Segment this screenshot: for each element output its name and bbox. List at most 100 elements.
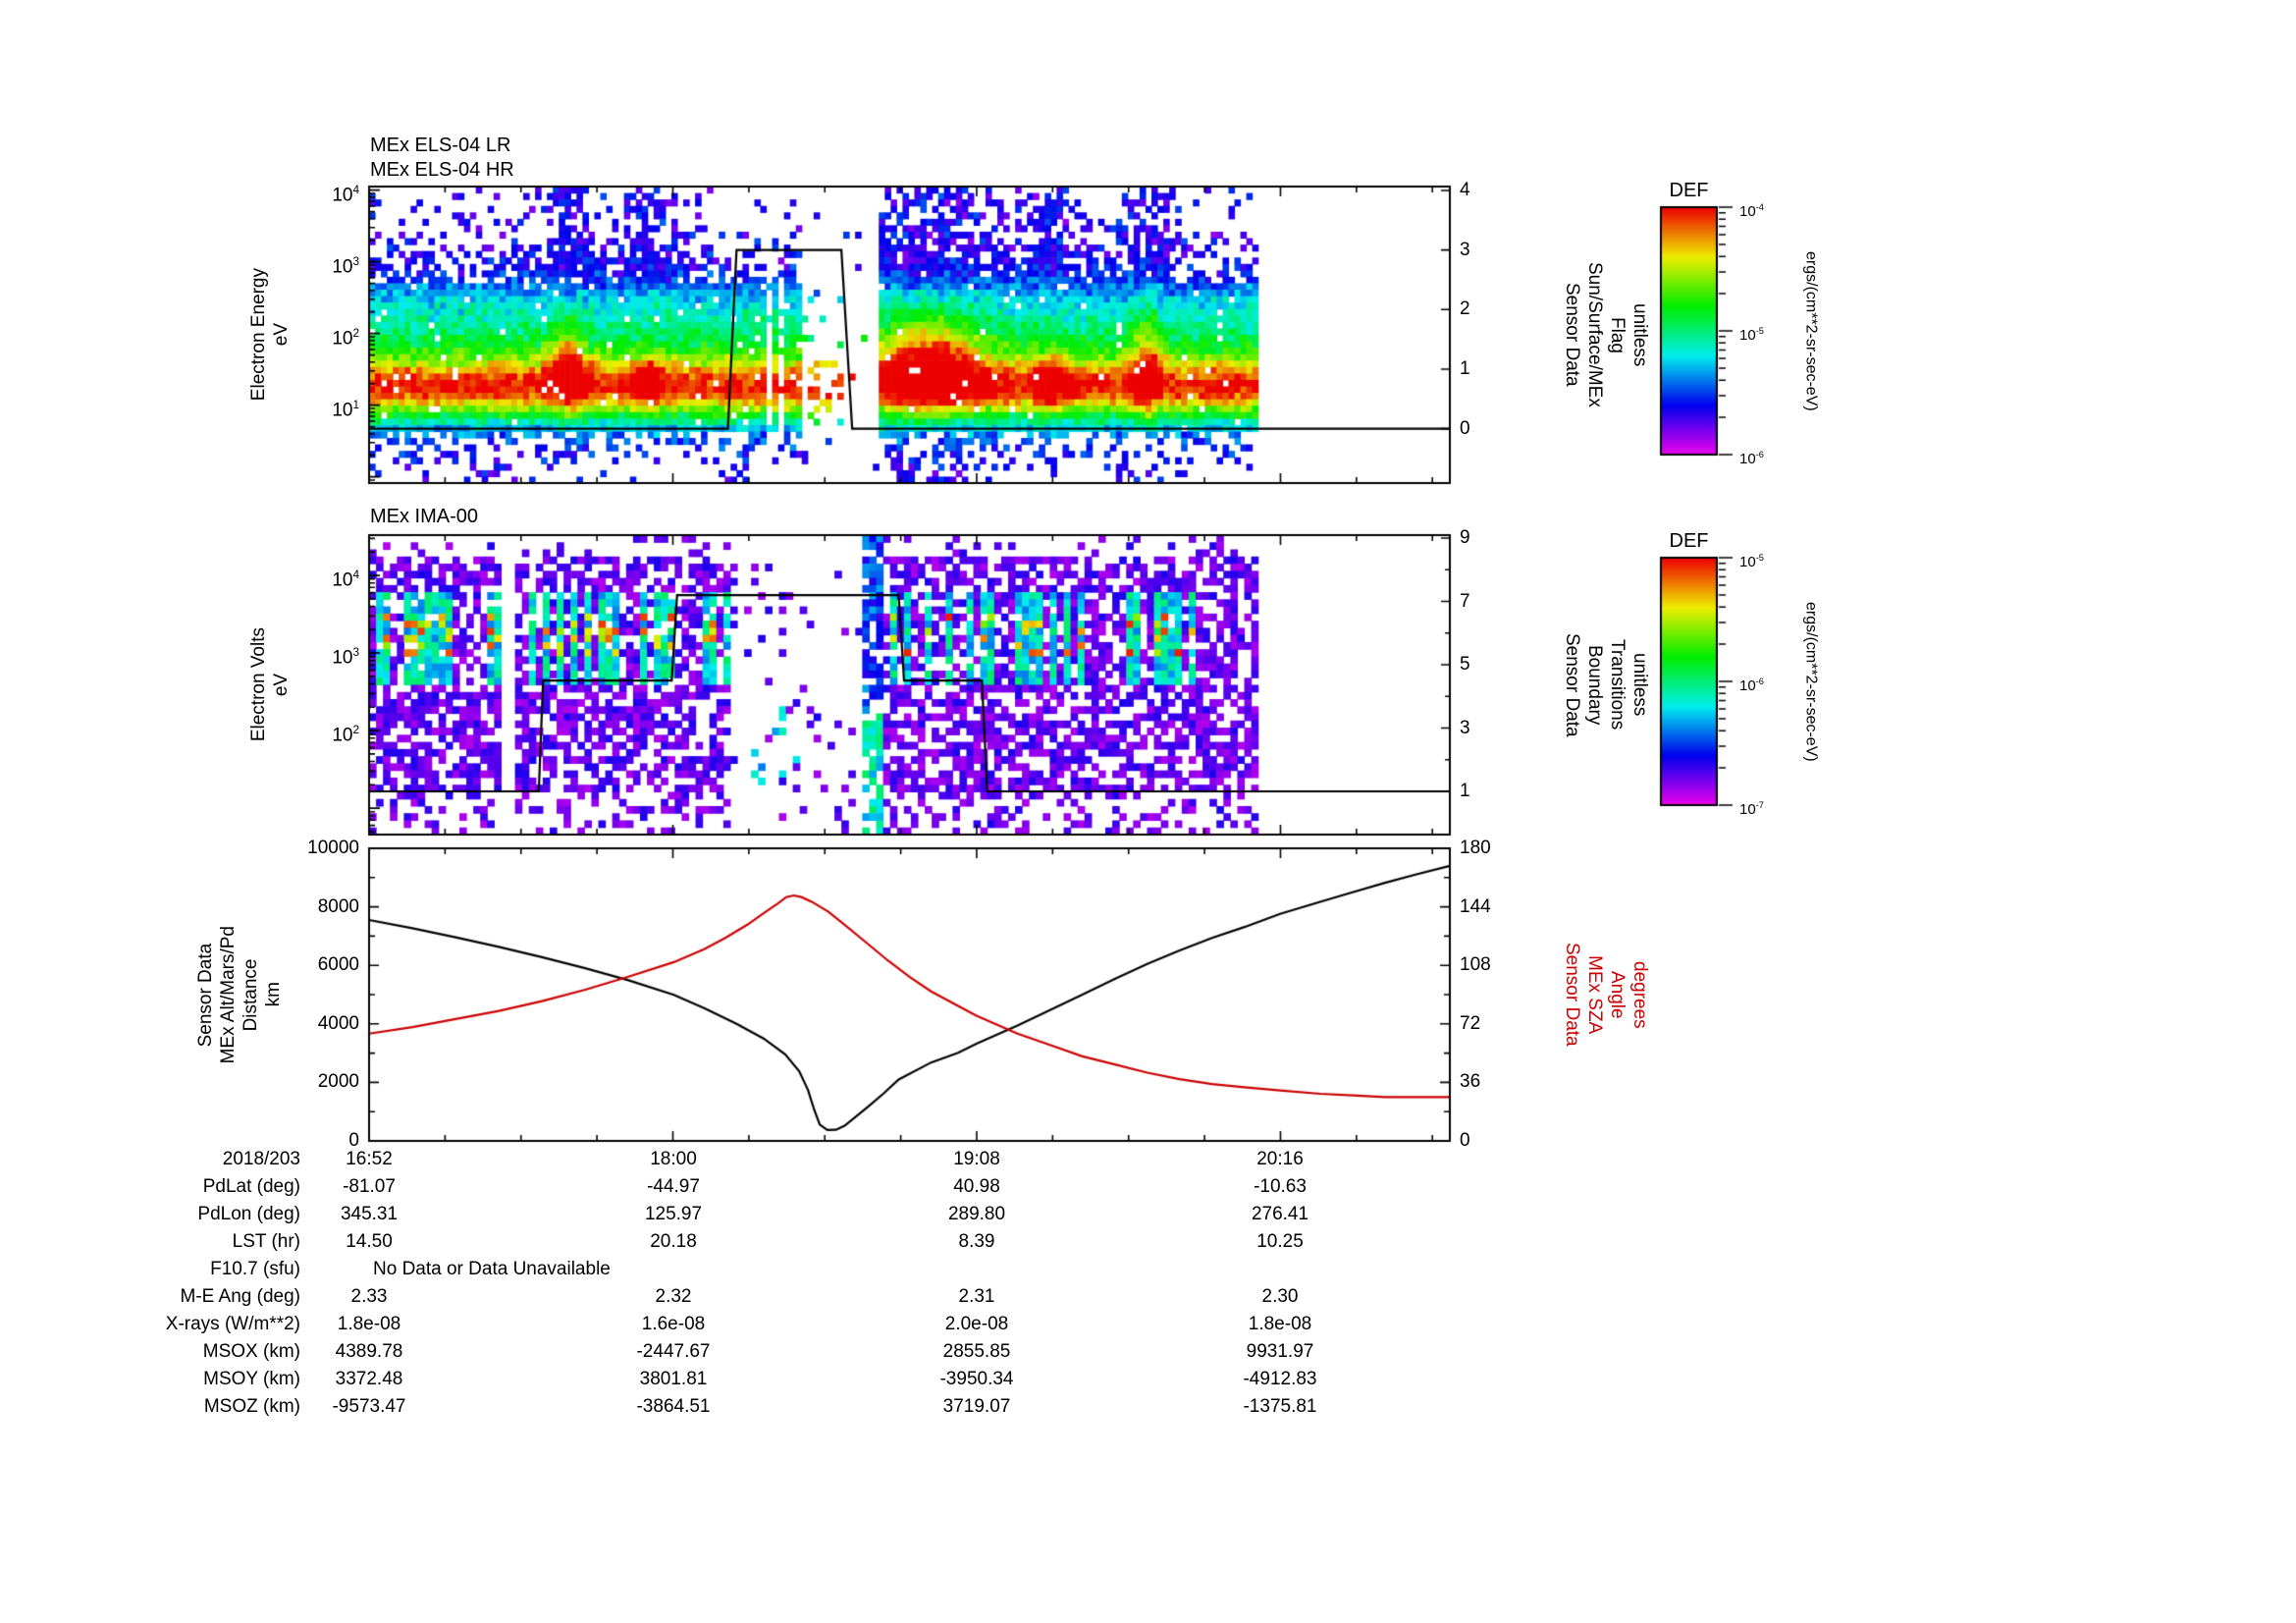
colorbar-els-title: DEF (1669, 180, 1709, 201)
date-label: 2018/203 (222, 1149, 300, 1169)
ima-right-axis-label: Sensor Data Boundary Transitions unitles… (1559, 535, 1653, 835)
time-tick-label: 18:00 (650, 1149, 697, 1169)
els-right-tick: 3 (1460, 240, 1470, 260)
colorbar-ima-tick: 10-7 (1739, 800, 1764, 818)
colorbar-ima-tick: 10-6 (1739, 676, 1764, 694)
table-cell: 276.41 (1251, 1204, 1309, 1224)
table-cell: -10.63 (1254, 1176, 1307, 1197)
colorbar-ima-title: DEF (1669, 530, 1709, 552)
table-row-label: PdLon (deg) (197, 1204, 300, 1224)
els-y-axis-label-text: Electron Energy eV (248, 268, 292, 402)
table-cell: 125.97 (644, 1204, 703, 1224)
ima-y-axis-label: Electron Volts eV (241, 535, 298, 835)
els-title-line2: MEx ELS-04 HR (370, 159, 514, 181)
colorbar-ima (1659, 554, 1757, 811)
table-cell: -3950.34 (939, 1369, 1014, 1389)
ima-right-tick: 9 (1460, 527, 1470, 548)
table-row-label: F10.7 (sfu) (210, 1259, 300, 1279)
colorbar-els-unit-label: ergs/(cm**2-sr-sec-eV) (1796, 207, 1826, 455)
colorbar-els-tick: 10-5 (1739, 326, 1764, 344)
table-cell: -3864.51 (636, 1396, 711, 1417)
els-right-axis-label: Sensor Data Sun/Surface/MEx Flag unitles… (1559, 187, 1653, 483)
els-right-tick: 0 (1460, 418, 1470, 439)
table-row-label: MSOY (km) (203, 1369, 300, 1389)
orbit-right-tick: 36 (1460, 1071, 1481, 1092)
table-row-label: PdLat (deg) (202, 1176, 300, 1197)
ima-y-axis-label-text: Electron Volts eV (248, 627, 292, 742)
els-right-axis-label-text: Sensor Data Sun/Surface/MEx Flag unitles… (1562, 262, 1650, 407)
table-cell: 9931.97 (1246, 1341, 1314, 1362)
table-row-label: M-E Ang (deg) (180, 1286, 301, 1307)
els-right-tick: 2 (1460, 298, 1470, 319)
orbit-ytick: 2000 (317, 1071, 359, 1092)
els-spectrogram-panel (349, 167, 1469, 503)
table-cell: 14.50 (346, 1231, 393, 1252)
table-cell: 1.8e-08 (337, 1314, 401, 1334)
orbit-right-tick: 144 (1460, 896, 1491, 917)
els-ytick: 102 (332, 327, 359, 350)
table-cell: 2.33 (350, 1286, 388, 1307)
table-row-label: MSOX (km) (202, 1341, 300, 1362)
table-row-label: LST (hr) (232, 1231, 300, 1252)
table-cell: 2.31 (958, 1286, 995, 1307)
els-ytick: 104 (332, 184, 359, 206)
table-cell: 40.98 (953, 1176, 1000, 1197)
orbit-ytick: 8000 (317, 896, 359, 917)
ima-right-tick: 1 (1460, 781, 1470, 801)
table-cell: 345.31 (340, 1204, 399, 1224)
table-cell: 2.30 (1261, 1286, 1299, 1307)
table-cell: 3801.81 (639, 1369, 708, 1389)
els-ytick: 101 (332, 399, 359, 421)
table-cell: 2855.85 (942, 1341, 1011, 1362)
table-cell: 10.25 (1256, 1231, 1304, 1252)
table-cell: 8.39 (958, 1231, 995, 1252)
colorbar-ima-tick: 10-5 (1739, 553, 1764, 570)
els-right-tick: 4 (1460, 180, 1470, 200)
orbit-right-tick: 180 (1460, 838, 1491, 858)
table-cell: -2447.67 (636, 1341, 711, 1362)
ima-spectrogram-panel (349, 515, 1469, 854)
els-ytick: 103 (332, 255, 359, 278)
colorbar-els (1659, 203, 1757, 460)
orbit-ytick: 10000 (307, 838, 359, 858)
table-cell: -44.97 (647, 1176, 700, 1197)
orbit-line-panel (349, 829, 1469, 1161)
time-tick-label: 16:52 (346, 1149, 393, 1169)
time-tick-label: 19:08 (953, 1149, 1000, 1169)
table-cell: 20.18 (650, 1231, 697, 1252)
ima-ytick: 103 (332, 646, 359, 669)
table-cell: 3719.07 (942, 1396, 1011, 1417)
time-tick-label: 20:16 (1256, 1149, 1304, 1169)
els-right-tick: 1 (1460, 358, 1470, 379)
ima-right-tick: 3 (1460, 718, 1470, 738)
table-cell: 2.32 (655, 1286, 692, 1307)
orbit-ytick: 4000 (317, 1013, 359, 1034)
table-cell: 4389.78 (335, 1341, 403, 1362)
orbit-right-axis-label-text: Sensor Data MEx SZA Angle degrees (1562, 943, 1650, 1047)
els-y-axis-label: Electron Energy eV (241, 187, 298, 483)
table-cell: -4912.83 (1243, 1369, 1317, 1389)
ima-ytick: 104 (332, 568, 359, 591)
ima-ytick: 102 (332, 724, 359, 746)
orbit-y-axis-label: Sensor Data MEx Alt/Mars/Pd Distance km (188, 848, 291, 1141)
colorbar-ima-unit-label: ergs/(cm**2-sr-sec-eV) (1796, 558, 1826, 805)
table-cell: 1.8e-08 (1248, 1314, 1312, 1334)
orbit-right-tick: 72 (1460, 1013, 1481, 1034)
orbit-right-tick: 0 (1460, 1130, 1470, 1151)
orbit-ytick: 6000 (317, 954, 359, 975)
table-cell: 3372.48 (335, 1369, 403, 1389)
orbit-ytick: 0 (348, 1130, 359, 1151)
colorbar-ima-unit-text: ergs/(cm**2-sr-sec-eV) (1802, 601, 1820, 762)
table-nodata-text: No Data or Data Unavailable (373, 1259, 611, 1279)
ima-right-axis-label-text: Sensor Data Boundary Transitions unitles… (1562, 632, 1650, 737)
table-cell: 1.6e-08 (641, 1314, 706, 1334)
ima-right-tick: 5 (1460, 654, 1470, 675)
table-row-label: X-rays (W/m**2) (165, 1314, 300, 1334)
table-row-label: MSOZ (km) (203, 1396, 300, 1417)
orbit-y-axis-label-text: Sensor Data MEx Alt/Mars/Pd Distance km (195, 925, 284, 1064)
ima-title: MEx IMA-00 (370, 506, 479, 527)
table-cell: -9573.47 (332, 1396, 406, 1417)
colorbar-els-unit-text: ergs/(cm**2-sr-sec-eV) (1802, 250, 1820, 411)
ima-right-tick: 7 (1460, 591, 1470, 612)
